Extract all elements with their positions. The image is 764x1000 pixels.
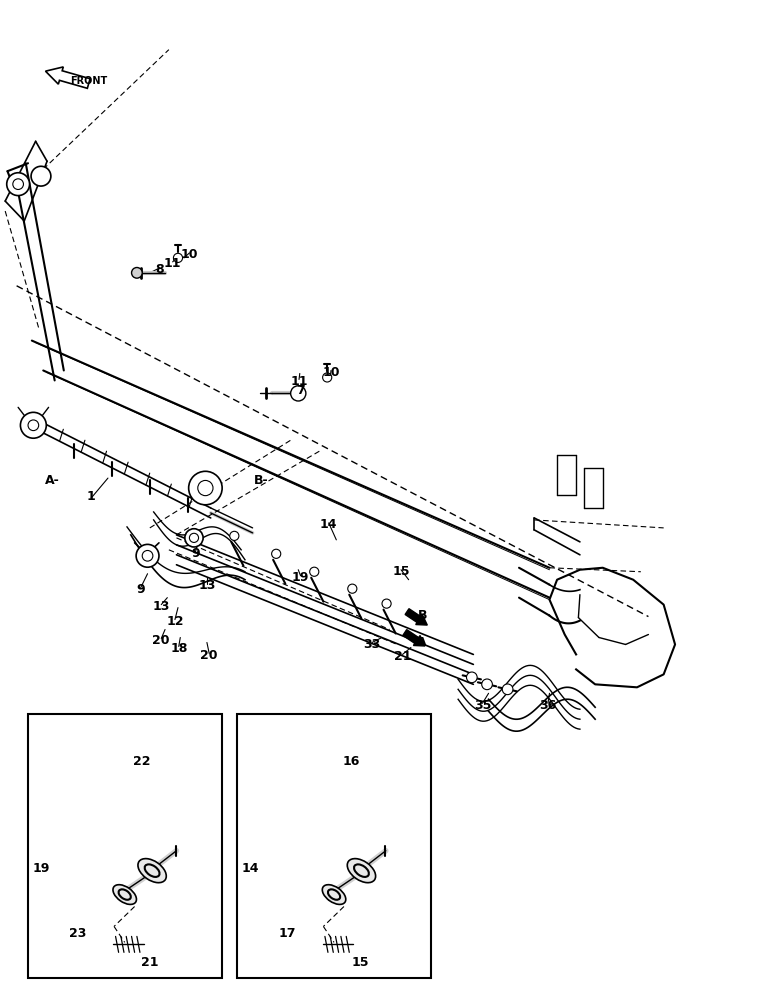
Text: 15: 15: [352, 956, 370, 969]
Circle shape: [502, 684, 513, 695]
Text: 18: 18: [170, 642, 187, 655]
Circle shape: [131, 268, 142, 278]
Ellipse shape: [113, 885, 137, 904]
Ellipse shape: [138, 859, 167, 883]
Circle shape: [482, 679, 492, 690]
Text: 8: 8: [155, 263, 164, 276]
Circle shape: [7, 173, 30, 196]
Text: 16: 16: [342, 755, 360, 768]
Text: 14: 14: [320, 518, 338, 531]
Circle shape: [290, 386, 306, 401]
Circle shape: [322, 373, 332, 382]
Text: 9: 9: [137, 583, 145, 596]
Circle shape: [272, 549, 280, 558]
Text: 7: 7: [296, 384, 305, 397]
Text: 13: 13: [198, 579, 215, 592]
Circle shape: [31, 166, 51, 186]
Text: 13: 13: [153, 600, 170, 613]
Text: 14: 14: [241, 862, 259, 875]
Text: 36: 36: [539, 699, 556, 712]
Circle shape: [309, 567, 319, 576]
Circle shape: [348, 584, 357, 593]
Text: 19: 19: [292, 571, 309, 584]
Circle shape: [28, 420, 39, 431]
Text: B-: B-: [254, 474, 269, 487]
Circle shape: [21, 412, 47, 438]
Text: 21: 21: [393, 650, 411, 663]
Text: FRONT: FRONT: [70, 76, 108, 86]
Text: 12: 12: [167, 615, 183, 628]
Bar: [28, 714, 222, 978]
Text: A-: A-: [45, 474, 60, 487]
Text: 20: 20: [153, 634, 170, 647]
Circle shape: [230, 531, 239, 540]
Text: B: B: [419, 609, 428, 622]
Circle shape: [142, 550, 153, 561]
Circle shape: [173, 253, 183, 262]
Circle shape: [467, 672, 478, 683]
Circle shape: [189, 471, 222, 505]
Text: 9: 9: [191, 547, 200, 560]
Text: 1: 1: [87, 490, 96, 503]
Ellipse shape: [322, 885, 346, 904]
Text: 33: 33: [364, 638, 380, 651]
Text: 35: 35: [474, 699, 491, 712]
Bar: [238, 714, 432, 978]
Circle shape: [136, 544, 159, 567]
Text: 20: 20: [200, 649, 218, 662]
Text: 10: 10: [322, 366, 340, 379]
Text: 17: 17: [278, 927, 296, 940]
Text: 11: 11: [164, 257, 181, 270]
Text: A: A: [417, 636, 426, 649]
Circle shape: [198, 480, 213, 496]
FancyArrow shape: [403, 630, 425, 646]
Circle shape: [185, 529, 203, 547]
Circle shape: [13, 179, 24, 189]
Text: 21: 21: [141, 956, 159, 969]
Text: 10: 10: [180, 248, 198, 261]
FancyArrow shape: [46, 67, 90, 88]
Text: 23: 23: [69, 927, 86, 940]
Circle shape: [189, 533, 199, 542]
Text: 22: 22: [134, 755, 151, 768]
Text: 11: 11: [290, 375, 308, 388]
Text: 19: 19: [32, 862, 50, 875]
Circle shape: [382, 599, 391, 608]
Ellipse shape: [348, 859, 376, 883]
Text: 15: 15: [392, 565, 410, 578]
FancyArrow shape: [405, 609, 427, 625]
